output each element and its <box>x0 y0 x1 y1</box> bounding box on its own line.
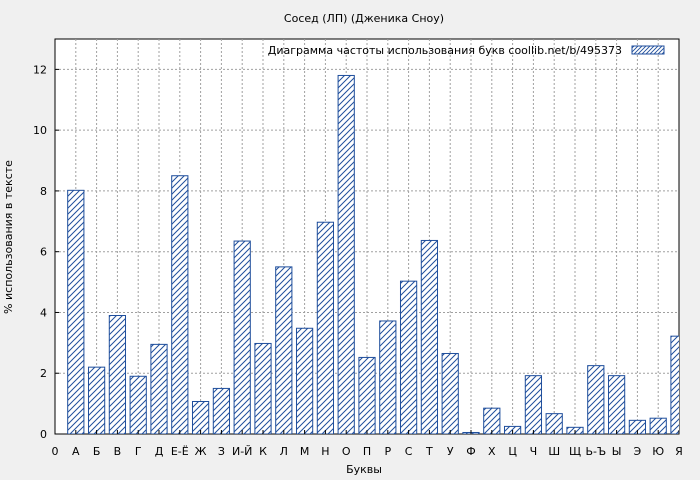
x-tick-label: В <box>114 445 122 458</box>
bar-Н <box>316 221 335 434</box>
x-tick-label: К <box>259 445 267 458</box>
bar-Т <box>420 239 439 434</box>
x-tick-label: З <box>218 445 225 458</box>
bar-Б <box>87 366 106 434</box>
bar-Ж <box>191 400 210 434</box>
x-tick-label: П <box>363 445 371 458</box>
x-tick-label: Ш <box>548 445 560 458</box>
bar-Ь-Ъ <box>587 365 605 434</box>
bar-Р <box>379 320 397 434</box>
x-tick-label: И-Й <box>232 445 252 458</box>
x-tick-label: Ц <box>508 445 517 458</box>
chart-title: Сосед (ЛП) (Дженика Сноу) <box>284 12 444 25</box>
bar-П <box>358 356 376 434</box>
legend-label: Диаграмма частоты использования букв coo… <box>268 44 622 57</box>
y-tick-label: 2 <box>40 367 47 380</box>
bar-Е-Ё <box>171 175 189 434</box>
x-tick-label: Е-Ё <box>171 445 189 458</box>
bar-У <box>441 352 459 434</box>
bar-С <box>399 280 418 434</box>
bar-Э <box>628 419 647 434</box>
bar-Я <box>670 335 679 434</box>
bar-О <box>337 74 355 434</box>
y-tick-label: 10 <box>33 124 47 137</box>
legend: Диаграмма частоты использования букв coo… <box>268 44 665 57</box>
bar-Л <box>275 266 293 434</box>
x-tick-label: Л <box>280 445 288 458</box>
y-tick-label: 6 <box>40 246 47 259</box>
legend-swatch <box>631 45 665 55</box>
bar-В <box>108 315 127 434</box>
x-tick-label: Р <box>384 445 391 458</box>
bar-М <box>295 327 314 434</box>
x-tick-label: М <box>300 445 310 458</box>
x-tick-label: Н <box>321 445 329 458</box>
x-tick-label: Г <box>135 445 142 458</box>
x-tick-label: Ч <box>530 445 538 458</box>
x-tick-label: Ю <box>652 445 664 458</box>
bar-Ы <box>607 375 626 434</box>
x-axis-label: Буквы <box>346 463 382 476</box>
x-tick-label: Я <box>675 445 683 458</box>
x-tick-label: Т <box>425 445 433 458</box>
x-tick-label: Ф <box>466 445 475 458</box>
y-tick-label: 12 <box>33 63 47 76</box>
bar-К <box>254 342 272 434</box>
x-tick-label: О <box>342 445 351 458</box>
y-tick-label: 0 <box>40 428 47 441</box>
x-tick-label: Д <box>155 445 164 458</box>
bars <box>67 74 679 434</box>
x-tick-label: Ы <box>612 445 622 458</box>
x-tick-label: С <box>405 445 413 458</box>
bar-Д <box>150 343 168 434</box>
bar-Ю <box>649 417 667 434</box>
bar-З <box>212 387 231 434</box>
x-tick-label: А <box>72 445 80 458</box>
y-tick-label: 8 <box>40 185 47 198</box>
x-axis-ticks: 0 А Б В Г Д Е-Ё Ж З И-Й К Л М Н О П Р С Т У Ф Х Ц Ч Ш Щ Ь-Ъ Ы Э Ю Я <box>52 430 683 458</box>
x-tick-label: У <box>447 445 454 458</box>
x-tick-label: Б <box>93 445 101 458</box>
y-tick-label: 4 <box>40 306 47 319</box>
x-tick-label: 0 <box>52 445 59 458</box>
x-tick-label: Э <box>634 445 642 458</box>
y-axis-label: % использования в тексте <box>2 160 15 314</box>
bar-А <box>67 189 85 434</box>
x-tick-label: Ж <box>195 445 207 458</box>
bar-И-Й <box>233 240 251 434</box>
x-tick-label: Щ <box>569 445 581 458</box>
x-tick-label: Х <box>488 445 496 458</box>
y-axis-ticks: 0 2 4 6 8 10 12 <box>33 63 59 441</box>
bar-Г <box>129 375 147 434</box>
bar-Ч <box>524 375 543 434</box>
x-tick-label: Ь-Ъ <box>585 445 606 458</box>
